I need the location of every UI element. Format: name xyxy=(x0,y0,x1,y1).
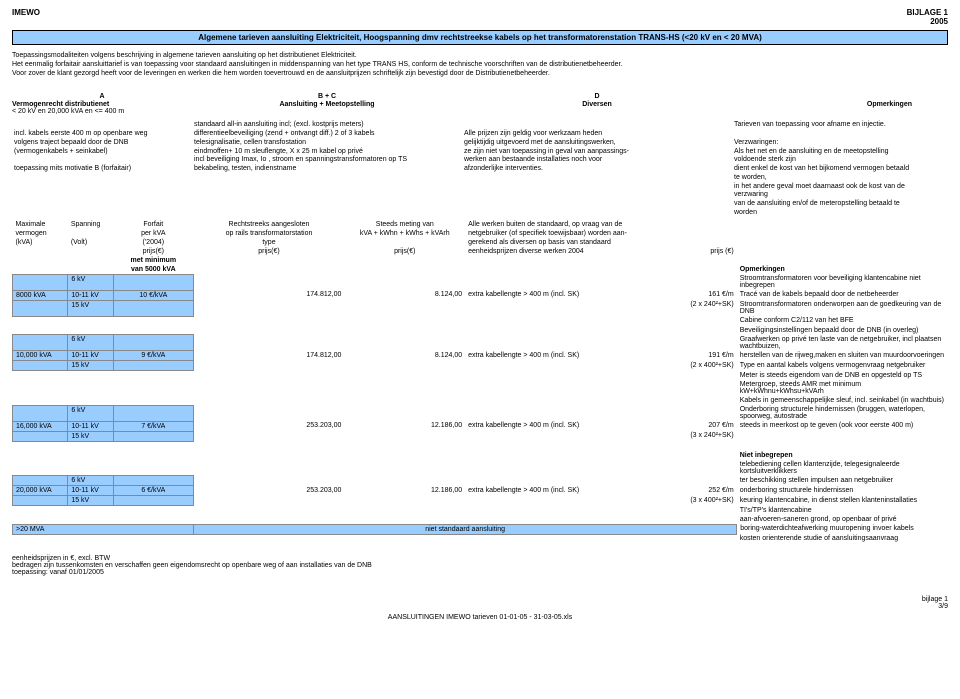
intro-line: Het eenmalig forfaitair aansluittarief i… xyxy=(12,60,948,69)
table-header-row: Maximale Spanning Forfait Rechtstreeks a… xyxy=(13,220,949,229)
table-row: 16,000 kVA 10-11 kV 7 €/kVA 253.203,00 1… xyxy=(13,421,949,431)
col-A: A xyxy=(12,92,192,101)
col-A-sub: Vermogenrecht distributienet xyxy=(12,101,192,108)
desc-BC: incl beveiliging Imax, Io , stroom en sp… xyxy=(194,156,460,165)
doc-header-left: IMEWO xyxy=(12,8,40,26)
col-D-sub: Diversen xyxy=(462,101,732,108)
intro-line: Toepassingsmodaliteiten volgens beschrij… xyxy=(12,51,948,60)
table-row: 15 kV (3 x 240²+SK) xyxy=(13,431,949,441)
desc-Op: Verzwaringen: xyxy=(734,139,910,148)
col-D: D xyxy=(462,92,732,101)
desc-D: ze zijn niet van toepassing in geval van… xyxy=(464,148,730,157)
niet-header: Niet inbegrepen xyxy=(737,451,948,460)
table-header-row: (kVA) (Volt) ('2004) type gerekend als d… xyxy=(13,238,949,247)
desc-Op: Als het net en de aansluiting en de meet… xyxy=(734,148,910,166)
desc-BC: telesignalisatie, cellen transfostation xyxy=(194,139,460,148)
opm-header: Opmerkingen xyxy=(737,265,948,275)
desc-A: toepassing mits motivatie B (forfaitair) xyxy=(14,165,190,174)
desc-D: Alle prijzen zijn geldig voor werkzaam h… xyxy=(464,130,730,139)
table-row: 8000 kVA 10-11 kV 10 €/kVA 174.812,00 8.… xyxy=(13,290,949,300)
section-subheaders: Vermogenrecht distributienet Aansluiting… xyxy=(12,101,948,108)
col-Op-sub: Opmerkingen xyxy=(732,101,912,108)
tariff-table: Maximale Spanning Forfait Rechtstreeks a… xyxy=(12,220,948,544)
footer-line: bedragen zijn tussenkomsten en verschaff… xyxy=(12,562,948,569)
col-BC: B + C xyxy=(192,92,462,101)
desc-BC: bekabeling, testen, indienstname xyxy=(194,165,460,174)
table-row: 15 kV (2 x 400²+SK) Type en aantal kabel… xyxy=(13,361,949,371)
table-header-row: met minimum xyxy=(13,256,949,265)
table-row: 15 kV (2 x 240²+SK) Stroomtransformatore… xyxy=(13,300,949,316)
title-bar: Algemene tarieven aansluiting Elektricit… xyxy=(12,30,948,45)
table-row: 10,000 kVA 10-11 kV 9 €/kVA 174.812,00 8… xyxy=(13,351,949,361)
section-headers: A B + C D xyxy=(12,92,948,101)
desc-Op: in het andere geval moet daarnaast ook d… xyxy=(734,183,910,201)
doc-header: IMEWO BIJLAGE 1 2005 xyxy=(12,8,948,26)
table-header-row: van 5000 kVA Opmerkingen xyxy=(13,265,949,275)
table-row: 6 kV Graafwerken op privé ten laste van … xyxy=(13,335,949,351)
footer-block: eenheidsprijzen in €, excl. BTW bedragen… xyxy=(12,555,948,576)
footer-right-line: bijlage 1 xyxy=(12,596,948,603)
desc-D: werken aan bestaande installaties noch v… xyxy=(464,156,730,165)
table-row: 15 kV (3 x 400²+SK) keuring klantencabin… xyxy=(13,496,949,506)
desc-A: (vermogenkabels + seinkabel) xyxy=(14,148,190,157)
footer-line: toepassing: vanaf 01/01/2005 xyxy=(12,569,948,576)
table-row: 20,000 kVA 10-11 kV 6 €/kVA 253.203,00 1… xyxy=(13,486,949,496)
description-block: incl. kabels eerste 400 m op openbare we… xyxy=(12,121,948,217)
desc-D: afzonderlijke interventies. xyxy=(464,165,730,174)
table-header-row: prijs(€) prijs(€) prijs(€) eenheidsprijz… xyxy=(13,247,949,256)
desc-A: volgens traject bepaald door de DNB xyxy=(14,139,190,148)
desc-A: incl. kabels eerste 400 m op openbare we… xyxy=(14,130,190,139)
footer-center: AANSLUITINGEN IMEWO tarieven 01-01-05 - … xyxy=(12,614,948,621)
desc-Op: Tarieven van toepassing voor afname en i… xyxy=(734,121,910,130)
desc-Op: dient enkel de kost van het bijkomend ve… xyxy=(734,165,910,183)
doc-header-right-bottom: 2005 xyxy=(907,17,948,26)
doc-header-right-top: BIJLAGE 1 xyxy=(907,8,948,17)
desc-BC: differentieelbeveiliging (zend + ontvang… xyxy=(194,130,460,139)
table-row: 6 kV ter beschikking stellen impulsen aa… xyxy=(13,476,949,486)
footer-right-line: 3/9 xyxy=(12,603,948,610)
col-A-sub2: < 20 kV en 20,000 kVA en <= 400 m xyxy=(12,108,192,115)
col-BC-sub: Aansluiting + Meetopstelling xyxy=(192,101,462,108)
footer-right: bijlage 1 3/9 xyxy=(12,596,948,610)
intro-line: Voor zover de klant gezorgd heeft voor d… xyxy=(12,69,948,78)
table-header-row: vermogen per kVA op rails transformators… xyxy=(13,229,949,238)
intro-block: Toepassingsmodaliteiten volgens beschrij… xyxy=(12,51,948,78)
footer-line: eenheidsprijzen in €, excl. BTW xyxy=(12,555,948,562)
desc-Op: van de aansluiting en/of de meteropstell… xyxy=(734,200,910,218)
desc-D: gelijktijdig uitgevoerd met de aansluiti… xyxy=(464,139,730,148)
table-row: 6 kV Stroomtransformatoren voor beveilig… xyxy=(13,274,949,290)
desc-BC: eindmoffen+ 10 m sleuflengte, X x 25 m k… xyxy=(194,148,460,157)
table-row: 6 kV Onderboring structurele hindernisse… xyxy=(13,405,949,421)
table-row-last: >20 MVA niet standaard aansluiting borin… xyxy=(13,524,949,534)
desc-BC: standaard all-in aansluiting incl; (excl… xyxy=(194,121,460,130)
